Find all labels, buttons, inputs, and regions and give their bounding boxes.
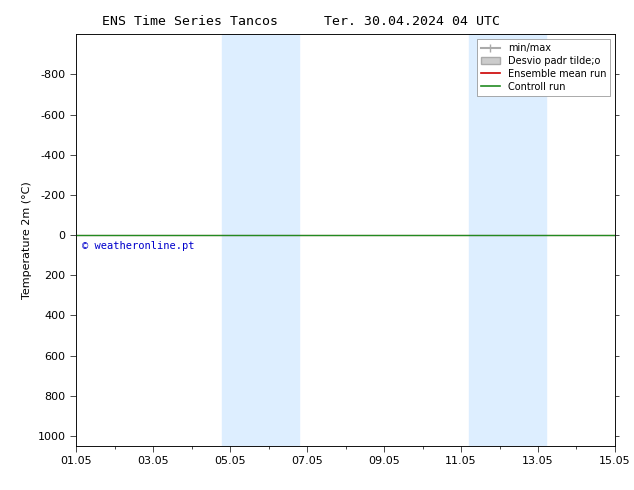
Text: © weatheronline.pt: © weatheronline.pt: [82, 241, 195, 251]
Text: ENS Time Series Tancos: ENS Time Series Tancos: [102, 15, 278, 28]
Legend: min/max, Desvio padr tilde;o, Ensemble mean run, Controll run: min/max, Desvio padr tilde;o, Ensemble m…: [477, 39, 610, 96]
Text: Ter. 30.04.2024 04 UTC: Ter. 30.04.2024 04 UTC: [324, 15, 500, 28]
Bar: [223, 34, 299, 446]
Bar: [469, 34, 546, 446]
Y-axis label: Temperature 2m (°C): Temperature 2m (°C): [22, 181, 32, 299]
